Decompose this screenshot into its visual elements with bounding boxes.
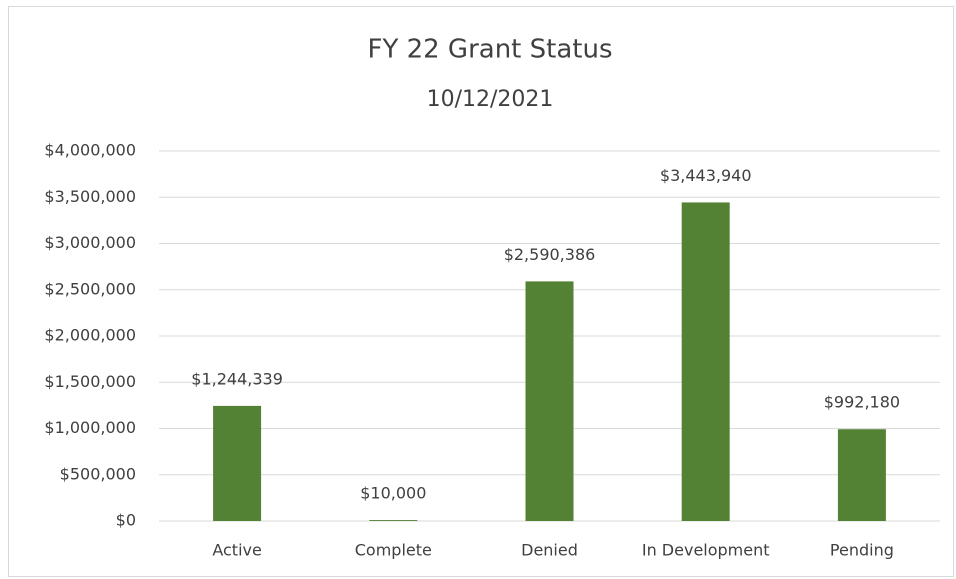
- bar: [837, 429, 886, 521]
- y-tick-label: $500,000: [60, 464, 136, 483]
- y-tick-label: $3,000,000: [44, 233, 136, 252]
- y-tick-label: $1,000,000: [44, 418, 136, 437]
- y-tick-label: $0: [116, 511, 136, 530]
- x-tick-label: Active: [212, 541, 262, 560]
- bar: [213, 405, 262, 521]
- y-tick-label: $4,000,000: [44, 141, 136, 160]
- y-tick-label: $1,500,000: [44, 372, 136, 391]
- data-label: $10,000: [360, 484, 426, 503]
- chart-subtitle: 10/12/2021: [427, 87, 554, 112]
- data-label: $992,180: [824, 393, 900, 412]
- chart-border: [8, 6, 954, 577]
- x-tick-label: Pending: [830, 541, 894, 560]
- x-tick-label: Complete: [355, 541, 432, 560]
- chart-title: FY 22 Grant Status: [367, 35, 612, 65]
- data-label: $3,443,940: [660, 166, 752, 185]
- bar: [369, 520, 418, 521]
- y-tick-label: $2,500,000: [44, 279, 136, 298]
- x-tick-label: In Development: [642, 541, 770, 560]
- bar: [525, 281, 574, 521]
- y-tick-label: $2,000,000: [44, 326, 136, 345]
- data-label: $2,590,386: [504, 245, 596, 264]
- y-tick-label: $3,500,000: [44, 187, 136, 206]
- bar: [681, 202, 730, 521]
- x-tick-label: Denied: [521, 541, 578, 560]
- data-label: $1,244,339: [191, 369, 283, 388]
